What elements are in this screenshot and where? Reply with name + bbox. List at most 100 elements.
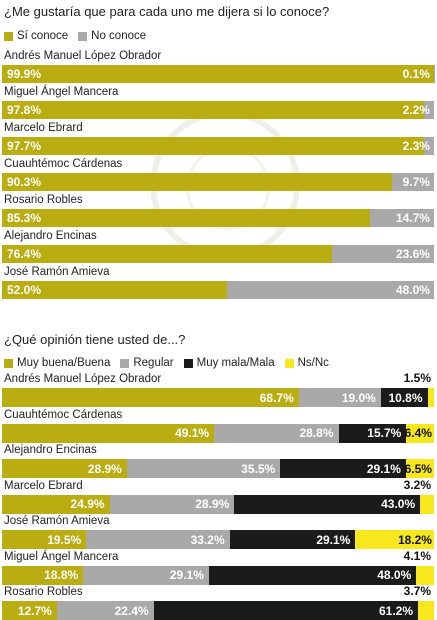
candidate-name: Rosario Robles bbox=[4, 586, 83, 598]
value-label-nsnc: 18.2% bbox=[397, 532, 432, 547]
segment-no-conoce: 2.2% bbox=[403, 101, 434, 119]
value-label-good: 18.8% bbox=[44, 568, 79, 582]
opinion-bar: 68.7% 19.0% 10.8% bbox=[2, 388, 434, 407]
segment-no-conoce: 23.6% bbox=[332, 245, 434, 263]
segment-si-conoce: 97.8% bbox=[2, 101, 425, 119]
value-label-si-conoce: 97.8% bbox=[7, 103, 42, 117]
segment-nsnc: 6.5% bbox=[404, 459, 434, 478]
legend-item-muy-mala: Muy mala/Mala bbox=[183, 357, 275, 369]
segment-good: 19.5% bbox=[2, 530, 87, 549]
segment-bad: 29.1% bbox=[280, 459, 406, 478]
awareness-row-andres-manuel-lopez-obrador: Andrés Manuel López Obrador 99.9% 0.1% bbox=[0, 50, 437, 83]
candidate-name: Miguel Ángel Mancera bbox=[4, 550, 119, 563]
segment-regular: 29.1% bbox=[83, 565, 209, 585]
segment-regular: 33.2% bbox=[86, 530, 230, 549]
value-label-regular: 28.9% bbox=[195, 497, 230, 511]
value-label-nsnc: 6.5% bbox=[404, 461, 432, 476]
segment-si-conoce: 76.4% bbox=[2, 245, 333, 263]
value-label-no-conoce: 23.6% bbox=[395, 247, 430, 261]
segment-nsnc bbox=[427, 388, 434, 407]
awareness-row-marcelo-ebrard: Marcelo Ebrard 97.7% 2.3% bbox=[0, 122, 437, 155]
legend-label: Muy buena/Buena bbox=[17, 357, 111, 369]
legend-swatch-black bbox=[183, 358, 193, 368]
value-label-bad: 15.7% bbox=[367, 426, 402, 440]
segment-good: 49.1% bbox=[2, 423, 215, 443]
value-label-regular: 33.2% bbox=[190, 532, 225, 547]
value-label-si-conoce: 76.4% bbox=[7, 247, 42, 261]
awareness-bar: 76.4% 23.6% bbox=[2, 245, 434, 263]
candidate-name: Rosario Robles bbox=[4, 194, 83, 206]
segment-good: 18.8% bbox=[2, 565, 84, 585]
awareness-row-alejandro-encinas: Alejandro Encinas 76.4% 23.6% bbox=[0, 230, 437, 263]
awareness-row-miguel-angel-mancera: Miguel Ángel Mancera 97.8% 2.2% bbox=[0, 86, 437, 119]
opinion-row-marcelo-ebrard: Marcelo Ebrard 3.2% 24.9% 28.9% 43.0% bbox=[0, 477, 437, 514]
opinion-bar: 49.1% 28.8% 15.7% 6.4% bbox=[2, 423, 434, 443]
value-label-nsnc-outside: 3.2% bbox=[403, 477, 431, 492]
awareness-bar: 97.8% 2.2% bbox=[2, 101, 434, 119]
segment-regular: 22.4% bbox=[56, 601, 154, 620]
segment-no-conoce: 2.3% bbox=[403, 137, 434, 155]
opinion-bar: 28.9% 35.5% 29.1% 6.5% bbox=[2, 459, 434, 478]
legend-swatch-yellow bbox=[284, 358, 294, 368]
segment-si-conoce: 99.9% bbox=[2, 65, 434, 83]
candidate-name: Andrés Manuel López Obrador bbox=[4, 50, 162, 62]
value-label-good: 19.5% bbox=[47, 532, 82, 547]
value-label-no-conoce: 2.3% bbox=[402, 139, 430, 153]
legend-item-no-conoce: No conoce bbox=[78, 30, 146, 42]
value-label-regular: 19.0% bbox=[341, 390, 376, 405]
value-label-bad: 10.8% bbox=[388, 390, 423, 405]
candidate-name: Cuauhtémoc Cárdenas bbox=[4, 408, 123, 421]
value-label-no-conoce: 14.7% bbox=[395, 211, 430, 225]
segment-good: 24.9% bbox=[2, 494, 110, 514]
segment-si-conoce: 85.3% bbox=[2, 209, 371, 227]
value-label-nsnc-outside: 1.5% bbox=[403, 371, 431, 385]
legend-label: Muy mala/Mala bbox=[196, 357, 275, 369]
awareness-bar: 90.3% 9.7% bbox=[2, 173, 434, 191]
awareness-chart-title: ¿Me gustaría que para cada uno me dijera… bbox=[4, 4, 330, 19]
value-label-regular: 28.8% bbox=[299, 426, 334, 440]
candidate-name: Alejandro Encinas bbox=[4, 230, 97, 242]
segment-si-conoce: 52.0% bbox=[2, 281, 227, 299]
segment-good: 68.7% bbox=[2, 388, 299, 407]
segment-nsnc bbox=[418, 601, 434, 620]
segment-nsnc bbox=[420, 494, 434, 514]
opinion-row-alejandro-encinas: Alejandro Encinas 28.9% 35.5% 29.1% 6.5% bbox=[0, 444, 437, 478]
segment-good: 28.9% bbox=[2, 459, 127, 478]
opinion-row-jose-ramon-amieva: José Ramón Amieva 19.5% 33.2% 29.1% 18.2% bbox=[0, 515, 437, 549]
segment-nsnc: 6.4% bbox=[405, 423, 434, 443]
candidate-name: Marcelo Ebrard bbox=[4, 122, 83, 134]
legend-swatch-gray bbox=[120, 358, 130, 368]
candidate-name: Miguel Ángel Mancera bbox=[4, 86, 119, 98]
opinion-legend: Muy buena/Buena Regular Muy mala/Mala Ns… bbox=[4, 357, 339, 369]
awareness-row-rosario-robles: Rosario Robles 85.3% 14.7% bbox=[0, 194, 437, 227]
segment-bad: 61.2% bbox=[153, 601, 418, 620]
value-label-nsnc-outside: 4.1% bbox=[403, 548, 431, 563]
segment-bad: 43.0% bbox=[234, 494, 421, 514]
segment-good: 12.7% bbox=[2, 601, 57, 620]
segment-regular: 35.5% bbox=[126, 459, 281, 478]
value-label-no-conoce: 9.7% bbox=[402, 175, 430, 189]
value-label-si-conoce: 90.3% bbox=[7, 175, 42, 189]
value-label-regular: 35.5% bbox=[241, 461, 276, 476]
candidate-name: Marcelo Ebrard bbox=[4, 479, 83, 492]
awareness-bar: 85.3% 14.7% bbox=[2, 209, 434, 227]
opinion-bar: 18.8% 29.1% 48.0% bbox=[2, 565, 434, 585]
segment-si-conoce: 97.7% bbox=[2, 137, 425, 155]
legend-label: No conoce bbox=[91, 30, 147, 42]
awareness-bar: 99.9% 0.1% bbox=[2, 65, 434, 83]
awareness-bar: 52.0% 48.0% bbox=[2, 281, 434, 299]
awareness-row-cuauhtemoc-cardenas: Cuauhtémoc Cárdenas 90.3% 9.7% bbox=[0, 158, 437, 191]
legend-item-si-conoce: Sí conoce bbox=[4, 30, 68, 42]
opinion-row-rosario-robles: Rosario Robles 3.7% 12.7% 22.4% 61.2% bbox=[0, 584, 437, 620]
legend-item-ns-nc: Ns/Nc bbox=[284, 357, 329, 369]
segment-no-conoce: 9.7% bbox=[392, 173, 434, 191]
value-label-bad: 29.1% bbox=[366, 461, 401, 476]
segment-nsnc: 18.2% bbox=[355, 530, 434, 549]
opinion-bar: 24.9% 28.9% 43.0% bbox=[2, 494, 434, 514]
opinion-row-cuauhtemoc-cardenas: Cuauhtémoc Cárdenas 49.1% 28.8% 15.7% 6.4% bbox=[0, 409, 437, 443]
value-label-good: 28.9% bbox=[87, 461, 122, 476]
segment-regular: 19.0% bbox=[298, 388, 381, 407]
legend-swatch-gray bbox=[78, 31, 88, 41]
segment-bad: 15.7% bbox=[338, 423, 407, 443]
candidate-name: Andrés Manuel López Obrador bbox=[4, 373, 162, 385]
